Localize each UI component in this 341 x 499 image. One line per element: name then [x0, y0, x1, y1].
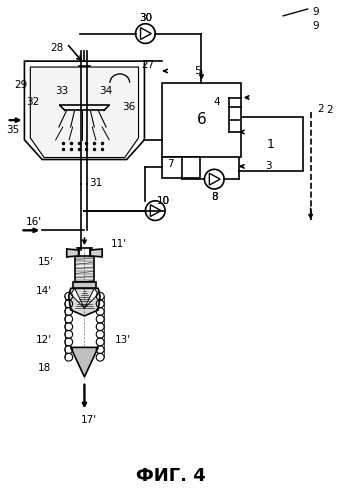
Polygon shape — [25, 61, 145, 160]
Text: 16': 16' — [26, 218, 42, 228]
Text: 17': 17' — [81, 415, 98, 425]
Polygon shape — [85, 288, 98, 308]
Text: 5: 5 — [194, 66, 201, 76]
Text: 30: 30 — [139, 13, 152, 23]
Text: 29: 29 — [14, 80, 27, 90]
Text: 1: 1 — [267, 138, 275, 151]
Text: 3: 3 — [265, 161, 272, 171]
Text: 6: 6 — [197, 112, 206, 127]
Text: 10: 10 — [157, 196, 170, 206]
Text: 34: 34 — [100, 86, 113, 96]
Polygon shape — [30, 67, 138, 158]
Text: 15': 15' — [38, 257, 54, 267]
Text: 10: 10 — [157, 196, 170, 206]
Text: 9: 9 — [312, 20, 319, 31]
Bar — [162, 83, 241, 157]
Text: 13': 13' — [115, 335, 131, 345]
Text: 35: 35 — [6, 125, 19, 135]
Text: 27: 27 — [142, 60, 155, 70]
Bar — [162, 157, 199, 178]
Text: 7: 7 — [167, 159, 173, 169]
Text: 14': 14' — [36, 286, 52, 296]
Polygon shape — [69, 288, 100, 316]
Text: 12': 12' — [36, 335, 52, 345]
Text: 11': 11' — [111, 239, 127, 249]
Text: 30: 30 — [139, 13, 152, 23]
Text: 8: 8 — [211, 192, 218, 202]
Text: 36: 36 — [122, 102, 135, 112]
Polygon shape — [71, 288, 85, 308]
Text: 2: 2 — [317, 104, 324, 114]
Polygon shape — [67, 249, 78, 257]
Bar — [73, 282, 96, 288]
Text: 18: 18 — [38, 363, 51, 373]
Bar — [75, 256, 94, 282]
Text: 2: 2 — [326, 105, 333, 115]
Text: 28: 28 — [50, 43, 63, 53]
Text: 32: 32 — [26, 97, 39, 107]
Bar — [239, 117, 303, 171]
Text: 4: 4 — [214, 97, 221, 107]
Text: ФИГ. 4: ФИГ. 4 — [136, 467, 206, 485]
Text: 8: 8 — [211, 192, 218, 202]
Polygon shape — [90, 249, 102, 257]
Text: 33: 33 — [55, 86, 69, 96]
Text: 31: 31 — [90, 178, 103, 188]
Polygon shape — [71, 347, 98, 377]
Text: 9: 9 — [312, 7, 319, 17]
